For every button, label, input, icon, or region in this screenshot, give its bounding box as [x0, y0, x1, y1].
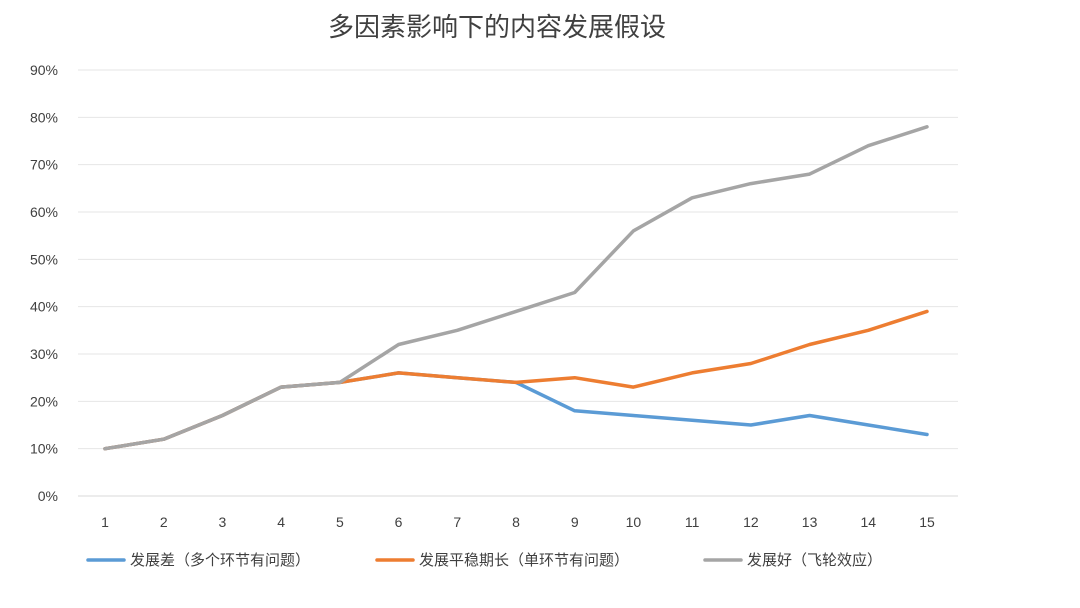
x-tick-label: 15 — [919, 514, 935, 530]
series-line-2 — [103, 309, 929, 451]
y-tick-label: 90% — [30, 62, 58, 78]
series-lines — [103, 125, 929, 451]
grid-lines — [78, 69, 958, 497]
x-tick-label: 2 — [160, 514, 168, 530]
y-tick-label: 0% — [38, 488, 58, 504]
y-tick-label: 20% — [30, 393, 58, 409]
chart-title: 多因素影响下的内容发展假设 — [328, 13, 666, 43]
y-axis-ticks: 0% 10% 20% 30% 40% 50% 60% 70% 80% 90% — [30, 62, 58, 504]
legend: 发展差（多个环节有问题） 发展平稳期长（单环节有问题） 发展好（飞轮效应） — [86, 551, 882, 569]
y-tick-label: 60% — [30, 204, 58, 220]
y-tick-label: 80% — [30, 109, 58, 125]
x-axis-ticks: 1 2 3 4 5 6 7 8 9 10 11 12 13 14 15 — [101, 514, 935, 530]
x-tick-label: 8 — [512, 514, 520, 530]
x-tick-label: 14 — [860, 514, 876, 530]
y-tick-label: 30% — [30, 346, 58, 362]
y-tick-label: 70% — [30, 157, 58, 173]
y-tick-label: 40% — [30, 299, 58, 315]
x-tick-label: 11 — [685, 514, 700, 530]
y-tick-label: 50% — [30, 251, 58, 267]
x-tick-label: 7 — [453, 514, 461, 530]
x-tick-label: 10 — [626, 514, 642, 530]
legend-label: 发展差（多个环节有问题） — [130, 551, 310, 569]
x-tick-label: 1 — [101, 514, 109, 530]
x-tick-label: 3 — [219, 514, 227, 530]
x-tick-label: 12 — [743, 514, 759, 530]
x-tick-label: 4 — [277, 514, 285, 530]
x-tick-label: 13 — [802, 514, 818, 530]
y-tick-label: 10% — [30, 441, 58, 457]
legend-label: 发展好（飞轮效应） — [747, 551, 882, 569]
x-tick-label: 9 — [571, 514, 579, 530]
x-tick-label: 5 — [336, 514, 344, 530]
x-tick-label: 6 — [395, 514, 403, 530]
legend-label: 发展平稳期长（单环节有问题） — [419, 551, 629, 569]
series-line-3 — [103, 125, 929, 451]
